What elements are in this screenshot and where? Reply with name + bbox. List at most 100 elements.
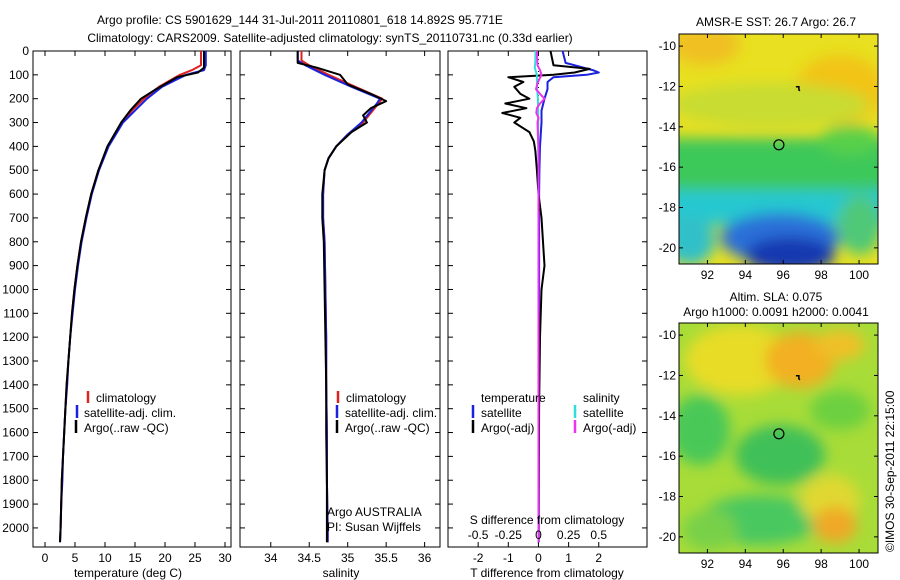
float-track	[795, 375, 801, 381]
sst-map-title: AMSR-E SST: 26.7 Argo: 26.7	[696, 15, 856, 29]
map-x-tick-label: 98	[814, 557, 828, 571]
legend-label-s-argo: Argo(-adj)	[583, 421, 636, 435]
temperature-legend: climatology satellite-adj. clim. Argo(..…	[74, 391, 176, 435]
x-tick-label: 2	[595, 551, 602, 565]
map-y-tick-label: -14	[659, 409, 677, 423]
sst-map	[679, 34, 878, 264]
legend-title-temperature: temperature	[481, 391, 546, 405]
map-x-tick-label: 94	[739, 268, 753, 282]
map-x-tick-label: 100	[849, 557, 869, 571]
map-y-tick-label: -14	[659, 120, 677, 134]
y-tick-label: 800	[9, 235, 29, 249]
y-tick-label: 1500	[2, 402, 29, 416]
series-line-1	[537, 50, 600, 543]
x-tick-label: 30	[218, 551, 232, 565]
x-tick-label: 0	[535, 551, 542, 565]
y-tick-label: 1300	[2, 354, 29, 368]
series-line-1	[300, 51, 384, 543]
y-tick-label: 1100	[3, 306, 29, 320]
legend-label-satellite: satellite-adj. clim.	[84, 406, 176, 420]
map-y-tick-label: -12	[659, 79, 677, 93]
x-tick-label: 25	[188, 551, 202, 565]
y-tick-label: 1000	[2, 282, 29, 296]
plot-frame	[447, 50, 648, 548]
y-tick-label: 1700	[2, 449, 29, 463]
map-y-tick-label: -16	[659, 449, 677, 463]
x-tick-label: 20	[158, 551, 172, 565]
sst-green-patch	[820, 125, 878, 155]
map-x-tick-label: 92	[701, 557, 715, 571]
y-tick-label: 1600	[2, 426, 29, 440]
x-tick-label: 5	[72, 551, 79, 565]
y-tick-label: 0	[22, 44, 29, 58]
y-tick-label: 600	[9, 187, 29, 201]
x-tick-label: 1	[565, 551, 572, 565]
s-tick-label: -0.25	[495, 528, 523, 542]
x-tick-label: 0	[42, 551, 49, 565]
sla-green-patch	[735, 425, 825, 485]
s-tick-label: 0.25	[557, 528, 581, 542]
argo-location-marker	[773, 428, 785, 440]
temperature-xlabel: temperature (deg C)	[74, 566, 182, 580]
legend-label-climatology: climatology	[346, 391, 406, 405]
x-tick-label: 10	[98, 551, 112, 565]
series-line-4	[535, 50, 546, 543]
difference-xlabel: T difference from climatology	[470, 566, 624, 580]
y-tick-label: 2000	[2, 521, 29, 535]
sla-orange-patch	[813, 507, 857, 543]
y-tick-label: 1800	[2, 473, 29, 487]
argo-pi-annotation: PI: Susan Wijffels	[327, 520, 421, 534]
s-tick-label: 0.5	[590, 528, 607, 542]
map-y-tick-label: -10	[659, 39, 677, 53]
y-tick-label: 200	[9, 92, 29, 106]
y-tick-label: 1900	[2, 497, 29, 511]
series-line-2	[296, 51, 381, 543]
x-tick-label: 35	[341, 551, 355, 565]
header-line1: Argo profile: CS 5901629_144 31-Jul-2011…	[97, 13, 503, 27]
plot-frame	[239, 50, 441, 548]
sla-green-patch	[682, 510, 738, 550]
argo-location-marker	[773, 139, 785, 151]
series-line-2	[501, 50, 591, 543]
series-line-3	[296, 51, 388, 543]
sla-yellow-patch	[685, 325, 795, 395]
y-tick-label: 300	[9, 116, 29, 130]
legend-label-t-argo: Argo(-adj)	[481, 421, 534, 435]
sst-map-axes: 92 94 96 98 100 -10 -12 -14 -16 -18 -20	[659, 33, 879, 282]
x-tick-label: 35.5	[374, 551, 398, 565]
legend-title-salinity: salinity	[583, 391, 620, 405]
sst-yellowgreen-band	[679, 83, 870, 127]
map-y-tick-label: -20	[659, 241, 677, 255]
x-tick-label: -1	[503, 551, 514, 565]
y-tick-label: 100	[9, 68, 29, 82]
salinity-xlabel: salinity	[323, 566, 360, 580]
map-y-tick-label: -16	[659, 160, 677, 174]
x-tick-label: 36	[418, 551, 432, 565]
map-x-tick-label: 100	[849, 268, 869, 282]
map-x-tick-label: 96	[777, 557, 791, 571]
temperature-profile-panel: 0 5 10 15 20 25 300100200300400500600700800900…	[2, 44, 232, 565]
salinity-legend: climatology satellite-adj. clim. Argo(..…	[335, 391, 437, 435]
map-y-tick-label: -20	[659, 530, 677, 544]
sla-map-axes: 92 94 96 98 100 -10 -12 -14 -16 -18 -20	[659, 322, 879, 571]
map-y-tick-label: -10	[659, 328, 677, 342]
sla-map-title-1: Altim. SLA: 0.075	[730, 290, 823, 304]
difference-legend: temperature salinity satellite Argo(-adj…	[471, 391, 636, 435]
sla-orange-patch	[815, 330, 865, 360]
salinity-profile-panel: 34 34.5 35 35.5 36	[239, 50, 441, 565]
series-line-1	[59, 51, 202, 543]
legend-label-argo: Argo(..raw -QC)	[345, 421, 430, 435]
sla-map	[679, 323, 878, 553]
map-y-tick-label: -18	[659, 201, 677, 215]
legend-label-climatology: climatology	[96, 391, 156, 405]
plot-frame	[32, 50, 232, 548]
legend-label-satellite: satellite-adj. clim.	[345, 406, 437, 420]
map-x-tick-label: 92	[701, 268, 715, 282]
legend-label-argo: Argo(..raw -QC)	[84, 421, 169, 435]
map-y-tick-label: -12	[659, 368, 677, 382]
sst-warm-patch	[679, 34, 740, 65]
difference-profile-panel: -2 -1 0 1 2 -0.5 -0.25 0 0.25 0.5	[447, 50, 648, 565]
y-tick-label: 900	[9, 259, 29, 273]
x-tick-label: -2	[473, 551, 484, 565]
